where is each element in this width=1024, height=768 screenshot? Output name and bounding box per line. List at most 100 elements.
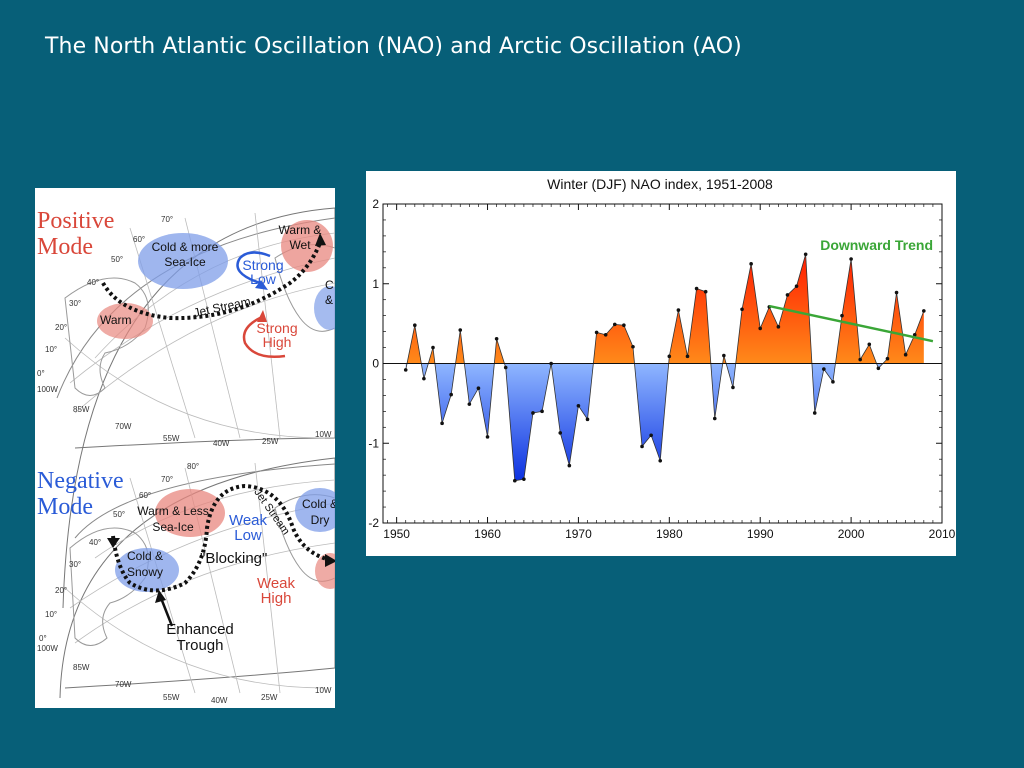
positive-mode-label: Positive Mode bbox=[37, 208, 115, 260]
data-point-2005 bbox=[894, 290, 899, 295]
data-point-1999 bbox=[840, 313, 844, 318]
negative-jet-arrow-west bbox=[107, 538, 120, 548]
negative-lat-10: 10° bbox=[45, 610, 58, 619]
negative-cold-snowy-label: Cold & Snowy bbox=[126, 549, 164, 579]
x-tick-label-2000: 2000 bbox=[838, 527, 865, 541]
data-point-2003 bbox=[876, 366, 881, 371]
negative-lat-50: 50° bbox=[113, 510, 126, 519]
positive-lon-55w: 55W bbox=[163, 434, 180, 443]
positive-lon-70w: 70W bbox=[115, 422, 132, 431]
data-point-1968 bbox=[558, 431, 563, 435]
data-point-1992 bbox=[776, 325, 781, 329]
data-point-1959 bbox=[476, 386, 481, 391]
data-point-1983 bbox=[694, 286, 699, 291]
y-tick-label--1: -1 bbox=[368, 436, 379, 450]
data-point-1982 bbox=[685, 354, 690, 359]
data-point-2000 bbox=[849, 257, 853, 261]
data-point-2006 bbox=[903, 352, 908, 357]
negative-weak-high-label: Weak High bbox=[256, 575, 296, 607]
data-point-1953 bbox=[422, 376, 426, 381]
y-tick-label-1: 1 bbox=[372, 277, 379, 291]
y-tick-label--2: -2 bbox=[368, 516, 379, 530]
negative-lon-10w: 10W bbox=[315, 686, 332, 695]
data-point-1971 bbox=[585, 417, 590, 422]
negative-jet-arrow-head bbox=[325, 554, 335, 567]
negative-lon-100w: 100W bbox=[37, 644, 58, 653]
plot-area bbox=[383, 252, 942, 483]
data-point-2001 bbox=[858, 357, 862, 362]
negative-cold-snowy-region bbox=[115, 548, 179, 592]
negative-globe-rim bbox=[74, 463, 335, 539]
negative-weak-low-label: Weak Low bbox=[228, 512, 268, 544]
trend-label: Downward Trend bbox=[820, 237, 933, 253]
enhanced-trough-label: Enhanced Trough bbox=[166, 621, 234, 654]
negative-lon-55w: 55W bbox=[163, 693, 180, 702]
data-point-1990 bbox=[758, 326, 763, 331]
nao-index-chart-svg: Winter (DJF) NAO index, 1951-2008 1950 19… bbox=[368, 176, 955, 541]
positive-jet-arrow-head bbox=[315, 233, 326, 246]
strong-low-arrow bbox=[236, 251, 271, 285]
data-point-1966 bbox=[540, 409, 544, 414]
strong-high-arrow-head bbox=[257, 310, 267, 322]
negative-lon-70w: 70W bbox=[115, 680, 132, 689]
negative-lon-25w: 25W bbox=[261, 693, 278, 702]
enhanced-trough-arrow-head bbox=[155, 590, 166, 603]
x-tick-label-1960: 1960 bbox=[474, 527, 501, 541]
chart-axes: 1950 1960 1970 1980 1990 2000 2010 -2 -1 0 1 2 bbox=[368, 197, 955, 541]
negative-lat-40: 40° bbox=[89, 538, 102, 547]
data-point-1979 bbox=[658, 458, 663, 463]
positive-strong-low-label: Strong Low bbox=[242, 257, 284, 287]
data-point-1956 bbox=[449, 392, 453, 397]
strong-high-arrow bbox=[242, 316, 286, 358]
positive-lat-40: 40° bbox=[87, 278, 100, 287]
downward-trend-line bbox=[769, 304, 934, 343]
positive-lat-30: 30° bbox=[69, 299, 82, 308]
positive-area bbox=[405, 254, 924, 364]
nao-mode-maps-svg bbox=[56, 207, 335, 699]
data-point-1974 bbox=[612, 322, 617, 327]
negative-lat-80: 80° bbox=[187, 462, 200, 471]
nao-mode-maps: Positive Mode Cold & more Sea-Ice Warm &… bbox=[35, 188, 335, 708]
strong-low-arrow-head bbox=[255, 280, 268, 290]
data-point-1962 bbox=[503, 365, 508, 370]
data-point-1993 bbox=[785, 293, 790, 297]
positive-globe-outline bbox=[62, 207, 335, 609]
negative-lon-85w: 85W bbox=[73, 663, 90, 672]
data-point-2004 bbox=[885, 356, 890, 361]
negative-lat-0: 0° bbox=[39, 634, 47, 643]
y-tick-label-2: 2 bbox=[372, 197, 379, 211]
positive-jet-stream bbox=[101, 242, 322, 321]
positive-coast-americas bbox=[64, 277, 149, 396]
data-point-2002 bbox=[867, 342, 872, 347]
data-point-1973 bbox=[603, 332, 608, 337]
data-point-2008 bbox=[922, 309, 926, 313]
negative-lat-30: 30° bbox=[69, 560, 82, 569]
negative-mode-map bbox=[59, 457, 335, 699]
data-point-1960 bbox=[485, 435, 490, 439]
positive-cold-dry-label: C & bbox=[325, 278, 334, 307]
negative-warm-region bbox=[155, 489, 225, 537]
positive-lat-50: 50° bbox=[111, 255, 124, 264]
negative-area bbox=[405, 363, 924, 481]
data-point-1961 bbox=[494, 336, 499, 341]
nao-index-chart: Winter (DJF) NAO index, 1951-2008 1950 19… bbox=[366, 171, 956, 556]
data-point-1969 bbox=[567, 463, 572, 468]
positive-cold-region bbox=[138, 233, 228, 289]
enhanced-trough-arrow bbox=[159, 597, 174, 627]
data-point-1976 bbox=[631, 344, 635, 349]
data-point-1955 bbox=[440, 421, 444, 426]
data-point-1963 bbox=[512, 478, 517, 483]
x-tick-label-1970: 1970 bbox=[565, 527, 592, 541]
data-point-1975 bbox=[622, 323, 626, 328]
x-tick-label-2010: 2010 bbox=[929, 527, 956, 541]
positive-lat-70: 70° bbox=[161, 215, 174, 224]
data-point-1965 bbox=[531, 411, 535, 415]
negative-warm-sea-ice-label: Warm & Less Sea-Ice bbox=[137, 504, 209, 534]
data-point-1997 bbox=[822, 367, 826, 371]
negative-lat-70: 70° bbox=[161, 475, 174, 484]
data-point-1998 bbox=[831, 380, 835, 384]
data-point-1986 bbox=[722, 353, 726, 358]
positive-lon-40w: 40W bbox=[213, 439, 230, 448]
data-point-1981 bbox=[676, 308, 681, 312]
negative-cold-dry-label: Cold & Dry bbox=[301, 497, 335, 527]
